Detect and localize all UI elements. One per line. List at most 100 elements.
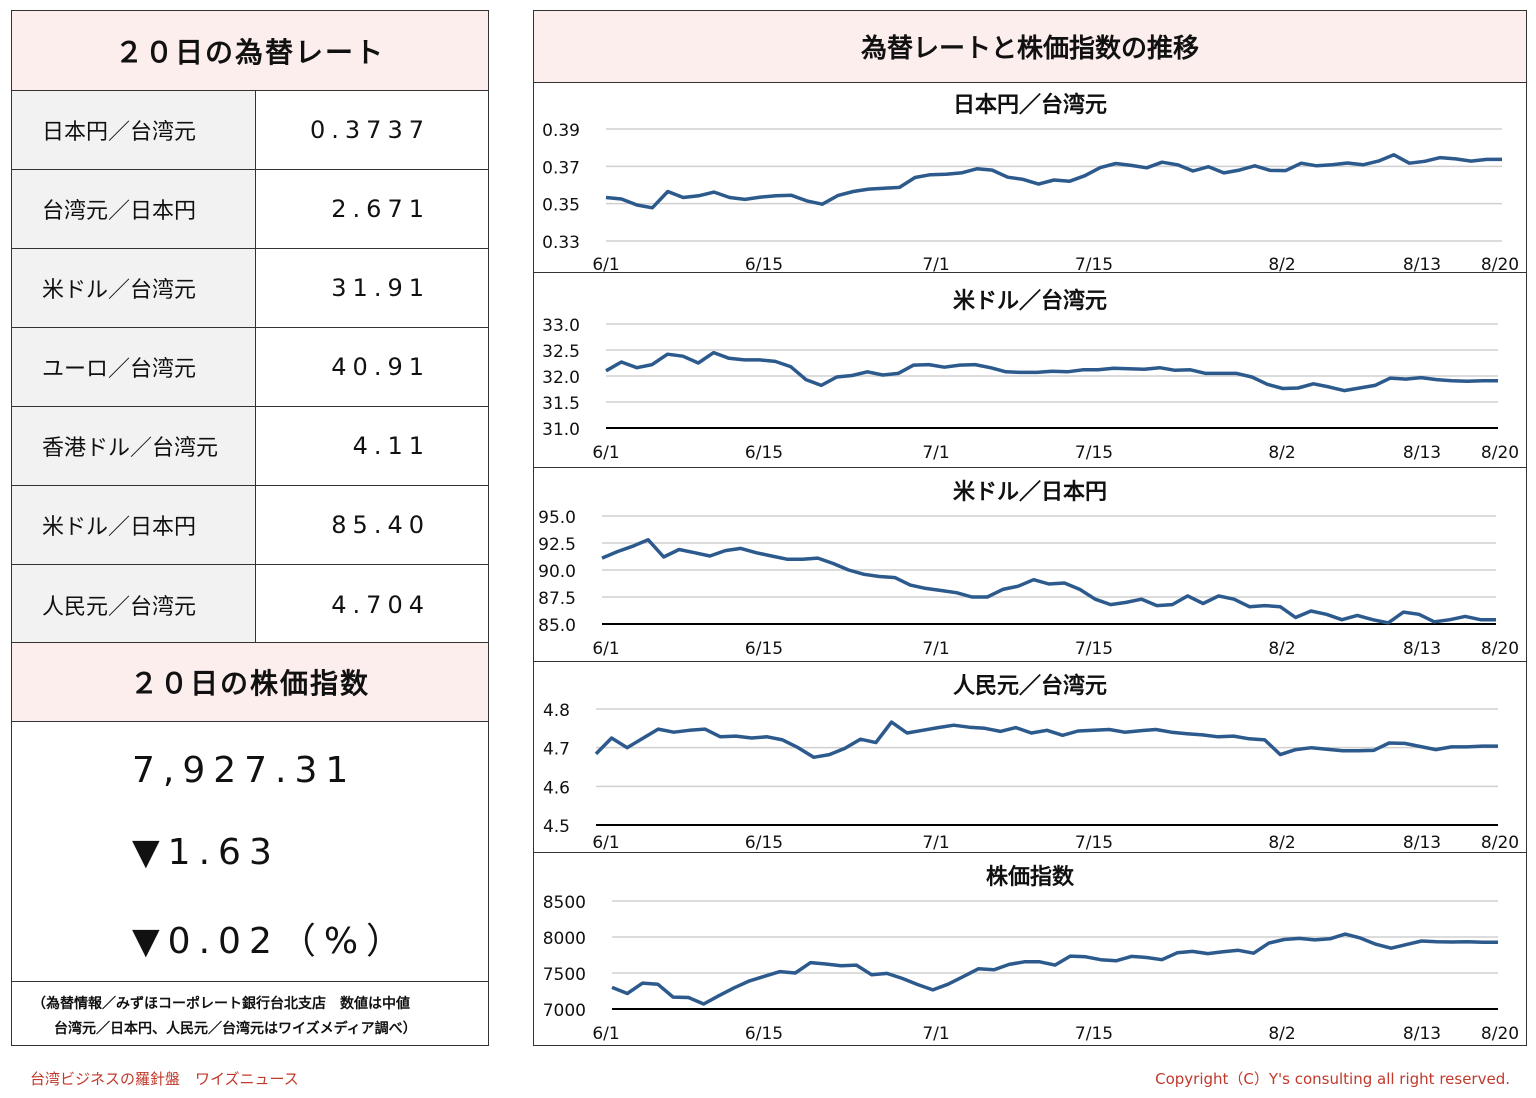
rate-row: 米ドル／台湾元 31.91 <box>12 249 488 328</box>
stock-change: ▼1.63 <box>132 832 280 873</box>
y-tick-label: 0.37 <box>542 158 580 178</box>
rates-title: ２０日の為替レート <box>12 11 488 91</box>
x-tick-label: 6/1 <box>592 639 619 659</box>
rate-value: 4.11 <box>352 432 430 460</box>
rate-label: 日本円／台湾元 <box>12 91 256 169</box>
rate-value: 31.91 <box>331 274 430 302</box>
chart-title: 米ドル／日本円 <box>952 480 1107 505</box>
footer-copyright: Copyright（C）Y's consulting all right res… <box>1155 1070 1510 1088</box>
y-tick-label: 4.5 <box>543 817 570 837</box>
y-tick-label: 33.0 <box>542 316 580 336</box>
rate-value: 2.671 <box>331 195 430 223</box>
footnote-line: 台湾元／日本円、人民元／台湾元はワイズメディア調べ） <box>54 1021 417 1037</box>
rate-label: 香港ドル／台湾元 <box>12 407 256 485</box>
rate-value: 4.704 <box>331 590 430 619</box>
y-tick-label: 7000 <box>543 1001 586 1021</box>
x-tick-label: 6/15 <box>745 255 783 273</box>
x-tick-label: 8/20 <box>1481 639 1519 659</box>
y-tick-label: 95.0 <box>538 508 576 528</box>
x-tick-label: 8/20 <box>1481 1024 1519 1044</box>
chart-svg: 33.0 32.5 32.0 31.5 31.0 6/1 6/15 7/1 7/15 8/2 8/1… <box>542 316 1519 463</box>
chart-svg: 8500 8000 7500 7000 6/1 6/15 7/1 7/15 8/2 8/13 8/2… <box>543 893 1519 1044</box>
chart-title: 人民元／台湾元 <box>952 674 1107 699</box>
x-tick-label: 6/15 <box>745 639 783 659</box>
y-tick-label: 4.6 <box>543 778 570 798</box>
x-tick-label: 7/15 <box>1075 1024 1113 1044</box>
x-tick-label: 8/20 <box>1481 833 1519 853</box>
stock-title: ２０日の株価指数 <box>12 642 488 722</box>
y-tick-label: 87.5 <box>538 589 576 609</box>
x-tick-label: 8/13 <box>1403 639 1441 659</box>
series-line <box>611 932 1498 1006</box>
x-tick-label: 8/20 <box>1481 443 1519 463</box>
chart-svg: 95.0 92.5 90.0 87.5 85.0 6/1 6/15 7/1 7/15 8/2 8/1… <box>538 508 1519 659</box>
x-tick-label: 6/1 <box>592 443 619 463</box>
x-tick-label: 7/1 <box>922 1024 949 1044</box>
charts-panel: 為替レートと株価指数の推移 日本円／台湾元 0.39 0.37 0.35 0.33 6/… <box>533 10 1527 1046</box>
stock-box: 7,927.31 ▼1.63 ▼0.02（%） <box>12 722 488 982</box>
x-tick-label: 6/15 <box>745 833 783 853</box>
rate-row: 人民元／台湾元 4.704 <box>12 565 488 644</box>
chart-title: 株価指数 <box>985 865 1074 890</box>
chart-svg: 4.8 4.7 4.6 4.5 6/1 6/15 7/1 7/15 8/2 8/13 8/20 <box>543 701 1519 853</box>
series-line <box>605 153 1502 210</box>
chart-title: 日本円／台湾元 <box>952 93 1107 118</box>
chart-svg: 0.39 0.37 0.35 0.33 6/1 6/15 7/1 7/15 8/2 8/13 8/2… <box>542 121 1519 273</box>
y-tick-label: 32.5 <box>542 342 580 362</box>
x-tick-label: 8/2 <box>1268 1024 1295 1044</box>
y-tick-label: 31.0 <box>542 420 580 440</box>
rate-label: 人民元／台湾元 <box>12 565 256 644</box>
x-tick-label: 7/1 <box>922 639 949 659</box>
x-tick-label: 6/1 <box>592 1024 619 1044</box>
series-line <box>605 350 1498 393</box>
x-tick-label: 7/1 <box>922 443 949 463</box>
chart-usd-jpy: 米ドル／日本円 95.0 92.5 90.0 87.5 85.0 6/1 6/15 7/1 7/… <box>534 468 1526 662</box>
y-tick-label: 4.7 <box>543 740 570 760</box>
x-tick-label: 7/1 <box>922 833 949 853</box>
rate-row: 台湾元／日本円 2.671 <box>12 170 488 249</box>
y-tick-label: 8000 <box>543 929 586 949</box>
chart-title: 米ドル／台湾元 <box>952 289 1107 314</box>
x-tick-label: 7/1 <box>922 255 949 273</box>
charts-title: 為替レートと株価指数の推移 <box>534 11 1526 83</box>
x-tick-label: 6/15 <box>745 443 783 463</box>
rate-row: 香港ドル／台湾元 4.11 <box>12 407 488 486</box>
footnote: （為替情報／みずほコーポレート銀行台北支店 数値は中値 台湾元／日本円、人民元／… <box>12 982 488 1042</box>
x-tick-label: 7/15 <box>1075 833 1113 853</box>
chart-usd-twd: 米ドル／台湾元 33.0 32.5 32.0 31.5 31.0 6/1 6/15 7/1 7/… <box>534 273 1526 468</box>
stock-change-pct: ▼0.02（%） <box>132 921 411 962</box>
x-tick-label: 8/13 <box>1403 833 1441 853</box>
chart-jpy-twd: 日本円／台湾元 0.39 0.37 0.35 0.33 6/1 6/15 7/1 7/15 8/… <box>534 83 1526 273</box>
y-tick-label: 31.5 <box>542 394 580 414</box>
rate-row: 米ドル／日本円 85.40 <box>12 486 488 565</box>
rate-value: 85.40 <box>331 511 430 539</box>
x-tick-label: 6/1 <box>592 255 619 273</box>
x-tick-label: 7/15 <box>1075 443 1113 463</box>
footnote-line: （為替情報／みずほコーポレート銀行台北支店 数値は中値 <box>32 996 410 1012</box>
y-tick-label: 0.33 <box>542 233 580 253</box>
y-tick-label: 32.0 <box>542 368 580 388</box>
chart-stock-index: 株価指数 8500 8000 7500 7000 6/1 6/15 7/1 7/15 8/2 8/… <box>534 853 1526 1045</box>
rate-value: 0.3737 <box>310 116 430 144</box>
rate-label: ユーロ／台湾元 <box>12 328 256 406</box>
rate-label: 台湾元／日本円 <box>12 170 256 248</box>
series-line <box>594 720 1498 760</box>
x-tick-label: 6/15 <box>745 1024 783 1044</box>
y-tick-label: 0.39 <box>542 121 580 141</box>
x-tick-label: 8/13 <box>1403 255 1441 273</box>
y-tick-label: 90.0 <box>538 562 576 582</box>
rates-panel: ２０日の為替レート 日本円／台湾元 0.3737 台湾元／日本円 2.671 米… <box>11 10 489 1046</box>
stock-value: 7,927.31 <box>132 750 357 791</box>
rate-label: 米ドル／日本円 <box>12 486 256 564</box>
x-tick-label: 7/15 <box>1075 255 1113 273</box>
x-tick-label: 8/13 <box>1403 443 1441 463</box>
y-tick-label: 4.8 <box>543 701 570 721</box>
y-tick-label: 7500 <box>543 965 586 985</box>
series-line <box>601 538 1496 625</box>
x-tick-label: 6/1 <box>592 833 619 853</box>
rate-row: 日本円／台湾元 0.3737 <box>12 91 488 170</box>
x-tick-label: 8/2 <box>1268 443 1295 463</box>
x-tick-label: 8/13 <box>1403 1024 1441 1044</box>
y-tick-label: 0.35 <box>542 196 580 216</box>
y-tick-label: 8500 <box>543 893 586 913</box>
